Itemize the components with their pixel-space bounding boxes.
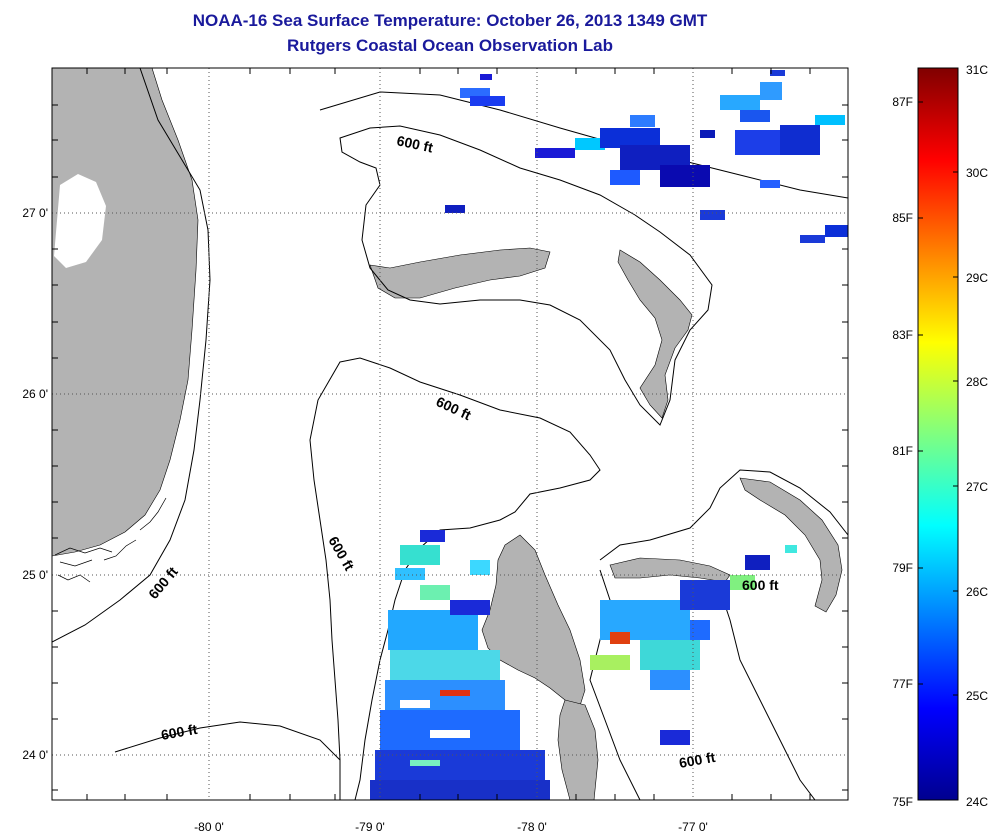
isobath-label: 600 ft <box>678 749 717 771</box>
lat-tick-label: 25 0' <box>22 568 48 582</box>
lat-tick-label: 24 0' <box>22 748 48 762</box>
colorbar-c-label: 24C <box>966 795 988 809</box>
lat-tick-label: 26 0' <box>22 387 48 401</box>
colorbar-f-label: 75F <box>892 795 913 809</box>
great-bahama-bank <box>309 357 601 800</box>
colorbar-f-label: 77F <box>892 677 913 691</box>
lon-tick-label: -80 0' <box>194 820 224 834</box>
lon-tick-label: -79 0' <box>355 820 385 834</box>
andros-south-land <box>557 699 599 800</box>
colorbar-c-label: 31C <box>966 63 988 77</box>
isobath-florida <box>52 68 211 643</box>
colorbar-f-label: 85F <box>892 211 913 225</box>
lon-tick-label: -78 0' <box>517 820 547 834</box>
abaco-land <box>617 249 693 419</box>
colorbar-f-label: 83F <box>892 328 913 342</box>
frame-ticks <box>52 68 848 800</box>
lake-okeechobee <box>54 174 106 268</box>
colorbar-f-label: 81F <box>892 444 913 458</box>
map-subtitle: Rutgers Coastal Ocean Observation Lab <box>287 36 613 55</box>
colorbar-c-label: 25C <box>966 689 988 703</box>
florida-keys <box>54 497 167 583</box>
title-block: NOAA-16 Sea Surface Temperature: October… <box>52 8 848 58</box>
sst-patches-southeast <box>590 545 797 745</box>
lon-tick-label: -77 0' <box>678 820 708 834</box>
isobath-label: 600 ft <box>742 577 779 593</box>
map-content <box>52 68 848 800</box>
isobath-label-cuba: 600 ft <box>160 721 199 743</box>
grand-bahama-land <box>369 247 551 299</box>
exuma-sound-edge <box>719 589 816 800</box>
colorbar-c-label: 29C <box>966 271 988 285</box>
colorbar-c-label: 30C <box>966 166 988 180</box>
sst-patches-north <box>445 70 848 243</box>
map-title: NOAA-16 Sea Surface Temperature: October… <box>192 11 708 30</box>
isobath-label: 600 ft <box>395 132 434 155</box>
lat-tick-label: 27 0' <box>22 206 48 220</box>
colorbar-c-label: 26C <box>966 585 988 599</box>
sst-patches-south <box>370 530 550 800</box>
map-frame <box>51 67 849 801</box>
colorbar-c-label: 27C <box>966 480 988 494</box>
exuma-bank <box>599 469 848 561</box>
cuba-isobath <box>114 721 341 761</box>
colorbar <box>917 67 959 801</box>
colorbar-f-label: 87F <box>892 95 913 109</box>
grid-lines <box>52 68 848 800</box>
cat-island-land <box>739 477 843 613</box>
colorbar-ticks <box>918 67 958 696</box>
colorbar-f-label: 79F <box>892 561 913 575</box>
little-bahama-bank <box>339 125 713 426</box>
colorbar-c-label: 28C <box>966 375 988 389</box>
